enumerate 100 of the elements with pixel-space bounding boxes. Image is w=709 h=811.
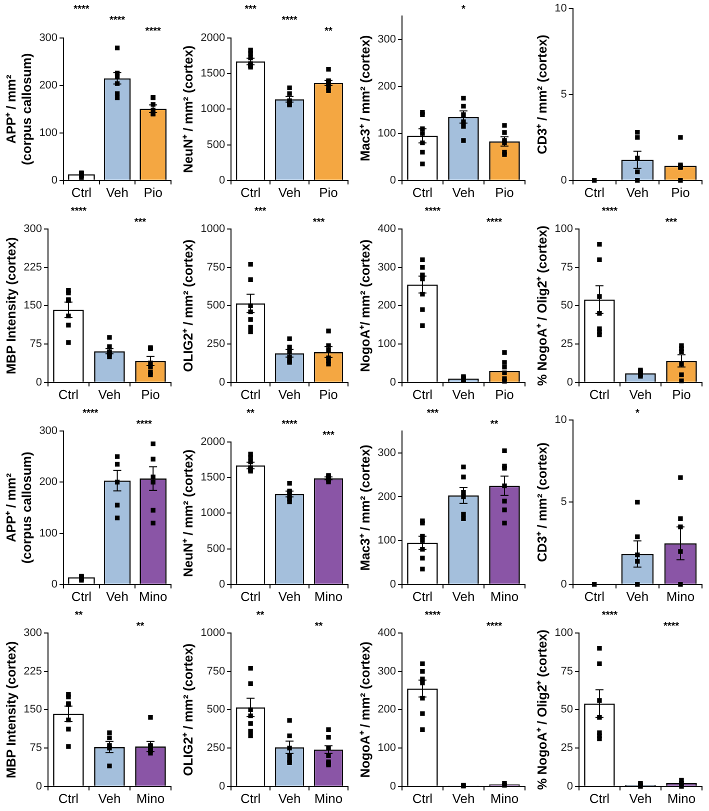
y-axis-title: % NogoA⁺ / Olig2⁺ (cortex) xyxy=(534,629,550,790)
y-tick-label: 100 xyxy=(378,534,396,547)
text: **** xyxy=(145,26,161,37)
y-axis-title: NogoA⁺ / mm² (cortex) xyxy=(357,642,372,778)
y-tick-label: 500 xyxy=(206,542,226,555)
y-tick-label: 150 xyxy=(24,300,42,312)
x-tick-label: Ctrl xyxy=(584,588,605,604)
y-tick-label: 0 xyxy=(36,376,42,388)
x-tick-label: Mino xyxy=(139,588,168,604)
text: **** xyxy=(109,14,126,26)
y-axis-title: APP⁺ / mm² (corpus callosum) xyxy=(3,53,34,166)
text: **** xyxy=(136,418,152,430)
x-tick-label: Ctrl xyxy=(589,790,610,806)
y-tick-label: 100 xyxy=(39,126,58,139)
y-tick-label: 0 xyxy=(560,174,567,186)
y-tick-label: 100 xyxy=(554,627,573,640)
y-tick-label: 0 xyxy=(390,174,396,186)
y-tick-label: 100 xyxy=(378,127,396,140)
y-tick-label: 150 xyxy=(24,704,42,716)
y-tick-label: 225 xyxy=(24,261,42,274)
y-axis-title: OLIG2⁺ / mm² (cortex) xyxy=(180,643,196,776)
y-tick-label: 10 xyxy=(554,414,567,426)
y-tick-label: 200 xyxy=(378,80,396,92)
y-tick-label: 200 xyxy=(39,476,58,488)
y-tick-label: 1500 xyxy=(200,68,226,80)
y-tick-label: 0 xyxy=(390,780,396,792)
y-tick-label: 0 xyxy=(390,376,396,388)
y-tick-label: 0 xyxy=(51,174,58,186)
y-tick-label: 250 xyxy=(206,742,226,754)
y-tick-label: 500 xyxy=(206,138,226,151)
text: **** xyxy=(424,610,441,621)
y-axis-title: MBP Intensity (cortex) xyxy=(3,641,18,778)
text: **** xyxy=(70,206,87,217)
text: ** xyxy=(136,620,144,632)
y-tick-label: 200 xyxy=(378,704,396,716)
x-tick-label: Mino xyxy=(667,790,696,806)
y-axis-title: CD3⁺ / mm² (cortex) xyxy=(534,34,550,154)
x-tick-label: Ctrl xyxy=(412,790,433,806)
x-tick-label: Veh xyxy=(626,588,649,604)
y-axis-title: NeuN⁺ / mm² (cortex) xyxy=(180,449,196,577)
x-tick-label: Ctrl xyxy=(412,184,433,200)
x-tick-label: Veh xyxy=(452,790,475,806)
x-tick-label: Veh xyxy=(452,184,475,200)
y-tick-label: 0 xyxy=(566,376,573,388)
y-tick-label: 300 xyxy=(39,425,58,438)
x-tick-label: Pio xyxy=(495,184,514,200)
y-axis-title: APP⁺ / mm² (corpus callosum) xyxy=(3,452,34,564)
text: ** xyxy=(256,610,264,621)
x-tick-label: Mino xyxy=(490,790,519,806)
x-tick-label: Mino xyxy=(666,588,695,604)
y-tick-label: 50 xyxy=(560,704,573,716)
text: ** xyxy=(74,610,83,621)
x-tick-label: Veh xyxy=(106,184,128,200)
text: *** xyxy=(665,216,678,228)
x-tick-label: Veh xyxy=(452,386,475,402)
text: **** xyxy=(424,206,441,217)
y-tick-label: 50 xyxy=(560,300,573,312)
x-tick-label: Ctrl xyxy=(240,790,261,806)
y-tick-label: 100 xyxy=(378,338,396,350)
y-tick-label: 25 xyxy=(560,742,573,754)
y-tick-label: 100 xyxy=(39,527,58,540)
y-tick-label: 0 xyxy=(218,376,226,388)
text: *** xyxy=(322,430,334,441)
y-tick-label: 1000 xyxy=(200,223,226,236)
x-tick-label: Mino xyxy=(314,588,343,604)
x-tick-label: Pio xyxy=(319,184,338,200)
text: * xyxy=(635,408,640,419)
y-tick-label: 1000 xyxy=(200,103,226,116)
text: **** xyxy=(282,14,298,26)
text: ** xyxy=(490,418,498,430)
x-tick-label: Pio xyxy=(141,386,160,402)
y-axis-title: Mac3⁺ / mm² (cortex) xyxy=(357,35,372,162)
y-tick-label: 0 xyxy=(560,578,567,590)
x-tick-label: Veh xyxy=(278,386,301,402)
x-tick-label: Ctrl xyxy=(240,386,261,402)
text: **** xyxy=(74,4,90,15)
y-tick-label: 750 xyxy=(206,261,226,274)
y-tick-label: 225 xyxy=(24,665,42,678)
y-tick-label: 250 xyxy=(206,338,226,350)
text: * xyxy=(462,4,466,15)
y-tick-label: 400 xyxy=(378,627,396,640)
x-tick-label: Veh xyxy=(98,386,121,402)
text: **** xyxy=(486,620,502,632)
x-tick-label: Mino xyxy=(490,588,519,604)
y-tick-label: 5 xyxy=(560,496,567,508)
y-tick-label: 500 xyxy=(206,300,226,312)
y-tick-label: 10 xyxy=(554,2,567,15)
x-tick-label: Veh xyxy=(626,184,649,200)
text: **** xyxy=(82,408,98,419)
x-tick-label: Ctrl xyxy=(412,386,433,402)
y-axis-title: MBP Intensity (cortex) xyxy=(3,237,18,374)
y-axis-title: % NogoA⁺ / Olig2⁺ (cortex) xyxy=(534,225,550,386)
x-tick-label: Veh xyxy=(452,588,475,604)
y-tick-label: 300 xyxy=(378,665,396,678)
text: ** xyxy=(314,620,323,632)
x-tick-label: Veh xyxy=(629,790,652,806)
y-tick-label: 0 xyxy=(218,780,226,792)
x-tick-label: Ctrl xyxy=(589,386,610,402)
y-tick-label: 200 xyxy=(378,300,396,312)
x-tick-label: Veh xyxy=(278,588,301,604)
